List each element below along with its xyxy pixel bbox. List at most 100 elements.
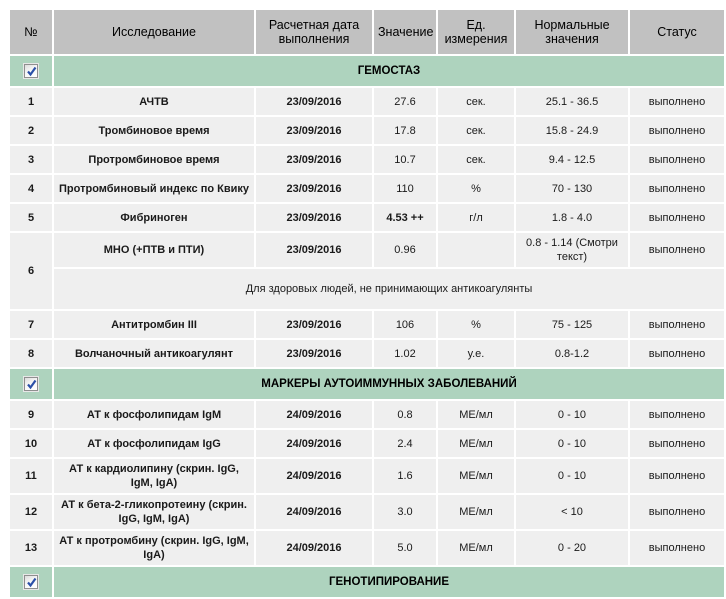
- cell-status: выполнено: [630, 430, 724, 457]
- note-row: Для здоровых людей, не принимающих антик…: [10, 269, 724, 309]
- cell-name: Тромбиновое время: [54, 117, 254, 144]
- test-row: 12 АТ к бета-2-гликопротеину (скрин. IgG,…: [10, 495, 724, 529]
- cell-num: 11: [10, 459, 52, 493]
- cell-date: 24/09/2016: [256, 459, 372, 493]
- section-title: МАРКЕРЫ АУТОИММУННЫХ ЗАБОЛЕВАНИЙ: [54, 369, 724, 399]
- cell-status: выполнено: [630, 233, 724, 267]
- column-header: Исследование: [54, 10, 254, 54]
- cell-value: 2.4: [374, 430, 436, 457]
- cell-unit: %: [438, 311, 514, 338]
- test-row: 7 Антитромбин III 23/09/2016 106% 75 - 125 вы…: [10, 311, 724, 338]
- cell-value: 0.96: [374, 233, 436, 267]
- cell-value: 4.53 ++: [374, 204, 436, 231]
- cell-value: 5.0: [374, 531, 436, 565]
- section-title: ГЕНОТИПИРОВАНИЕ: [54, 567, 724, 597]
- cell-date: 23/09/2016: [256, 340, 372, 367]
- cell-unit: МЕ/мл: [438, 401, 514, 428]
- cell-num: 4: [10, 175, 52, 202]
- cell-unit: МЕ/мл: [438, 459, 514, 493]
- checkmark-icon: [26, 577, 36, 588]
- cell-status: выполнено: [630, 146, 724, 173]
- cell-date: 24/09/2016: [256, 401, 372, 428]
- cell-normal: 70 - 130: [516, 175, 628, 202]
- section-checkbox[interactable]: [24, 574, 38, 589]
- cell-value: 1.6: [374, 459, 436, 493]
- cell-normal: 0.8-1.2: [516, 340, 628, 367]
- section-row: МАРКЕРЫ АУТОИММУННЫХ ЗАБОЛЕВАНИЙ: [10, 369, 724, 399]
- cell-date: 23/09/2016: [256, 88, 372, 115]
- cell-normal: 0 - 10: [516, 401, 628, 428]
- cell-unit: МЕ/мл: [438, 495, 514, 529]
- test-row: 4 Протромбиновый индекс по Квику 23/09/201…: [10, 175, 724, 202]
- cell-name: Протромбиновый индекс по Квику: [54, 175, 254, 202]
- cell-status: выполнено: [630, 88, 724, 115]
- cell-date: 24/09/2016: [256, 430, 372, 457]
- test-row: 1 АЧТВ 23/09/2016 27.6 сек. 25.1 - 36.5 выполн…: [10, 88, 724, 115]
- cell-date: 24/09/2016: [256, 495, 372, 529]
- cell-name: АТ к кардиолипину (скрин. IgG, IgM, IgA): [54, 459, 254, 493]
- cell-num: 8: [10, 340, 52, 367]
- cell-unit: МЕ/мл: [438, 430, 514, 457]
- cell-date: 23/09/2016: [256, 146, 372, 173]
- cell-name: АТ к фосфолипидам IgM: [54, 401, 254, 428]
- test-row: 13 АТ к протромбину (скрин. IgG, IgM, IgA…: [10, 531, 724, 565]
- cell-num: 13: [10, 531, 52, 565]
- cell-normal: 15.8 - 24.9: [516, 117, 628, 144]
- cell-unit: [438, 233, 514, 267]
- cell-value: 1.02: [374, 340, 436, 367]
- cell-normal: 0 - 10: [516, 430, 628, 457]
- column-header: Нормальные значения: [516, 10, 628, 54]
- cell-value: 106: [374, 311, 436, 338]
- test-row: 8 Волчаночный антикоагулянт 23/09/2016 1.02…: [10, 340, 724, 367]
- cell-status: выполнено: [630, 459, 724, 493]
- cell-date: 23/09/2016: [256, 233, 372, 267]
- cell-date: 23/09/2016: [256, 311, 372, 338]
- cell-value: 27.6: [374, 88, 436, 115]
- section-checkbox[interactable]: [24, 376, 38, 391]
- cell-unit: у.е.: [438, 340, 514, 367]
- cell-value: 0.8: [374, 401, 436, 428]
- cell-num: 6: [10, 233, 52, 309]
- section-row: ГЕНОТИПИРОВАНИЕ: [10, 567, 724, 597]
- cell-num: 12: [10, 495, 52, 529]
- cell-unit: %: [438, 175, 514, 202]
- column-header: Ед. измерения: [438, 10, 514, 54]
- cell-date: 23/09/2016: [256, 117, 372, 144]
- cell-status: выполнено: [630, 531, 724, 565]
- section-title: ГЕМОСТАЗ: [54, 56, 724, 86]
- table-header-row: № Исследование Расчетная дата выполнения Зн…: [10, 10, 724, 54]
- section-checkbox[interactable]: [24, 63, 38, 78]
- lab-results-table: № Исследование Расчетная дата выполнения Зн…: [8, 8, 726, 599]
- cell-num: 2: [10, 117, 52, 144]
- cell-status: выполнено: [630, 204, 724, 231]
- cell-name: Волчаночный антикоагулянт: [54, 340, 254, 367]
- cell-status: выполнено: [630, 401, 724, 428]
- test-row: 9 АТ к фосфолипидам IgM 24/09/2016 0.8 МЕ/мл…: [10, 401, 724, 428]
- cell-value: 17.8: [374, 117, 436, 144]
- cell-num: 1: [10, 88, 52, 115]
- cell-normal: 1.8 - 4.0: [516, 204, 628, 231]
- cell-name: Протромбиновое время: [54, 146, 254, 173]
- note-text: Для здоровых людей, не принимающих антик…: [54, 269, 724, 309]
- cell-normal: 0 - 20: [516, 531, 628, 565]
- section-row: ГЕМОСТАЗ: [10, 56, 724, 86]
- cell-name: АТ к фосфолипидам IgG: [54, 430, 254, 457]
- checkmark-icon: [26, 379, 36, 390]
- cell-num: 9: [10, 401, 52, 428]
- section-checkbox-cell: [10, 369, 52, 399]
- cell-unit: сек.: [438, 146, 514, 173]
- cell-num: 10: [10, 430, 52, 457]
- cell-name: Антитромбин III: [54, 311, 254, 338]
- cell-name: АТ к бета-2-гликопротеину (скрин. IgG, I…: [54, 495, 254, 529]
- cell-unit: МЕ/мл: [438, 531, 514, 565]
- cell-name: АЧТВ: [54, 88, 254, 115]
- cell-num: 7: [10, 311, 52, 338]
- section-checkbox-cell: [10, 56, 52, 86]
- cell-name: Фибриноген: [54, 204, 254, 231]
- cell-unit: сек.: [438, 117, 514, 144]
- cell-normal: 9.4 - 12.5: [516, 146, 628, 173]
- cell-date: 24/09/2016: [256, 531, 372, 565]
- section-checkbox-cell: [10, 567, 52, 597]
- cell-date: 23/09/2016: [256, 204, 372, 231]
